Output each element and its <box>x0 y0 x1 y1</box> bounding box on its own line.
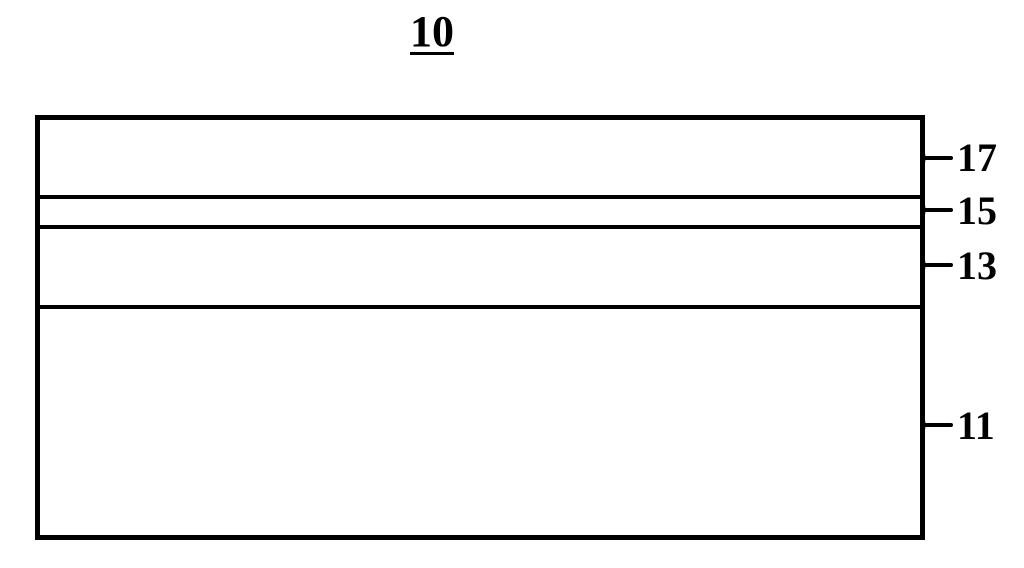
layer-stack <box>35 115 925 540</box>
layer-base <box>40 305 920 535</box>
diagram-canvas: 10 17 15 13 11 <box>0 0 1024 568</box>
layer-mid <box>40 225 920 305</box>
layer-label-mid_up: 15 <box>957 187 997 234</box>
figure-title: 10 <box>410 6 454 57</box>
layer-label-mid: 13 <box>957 242 997 289</box>
layer-top <box>40 120 920 195</box>
layer-label-top: 17 <box>957 134 997 181</box>
layer-label-base: 11 <box>957 402 995 449</box>
layer-mid_up <box>40 195 920 225</box>
